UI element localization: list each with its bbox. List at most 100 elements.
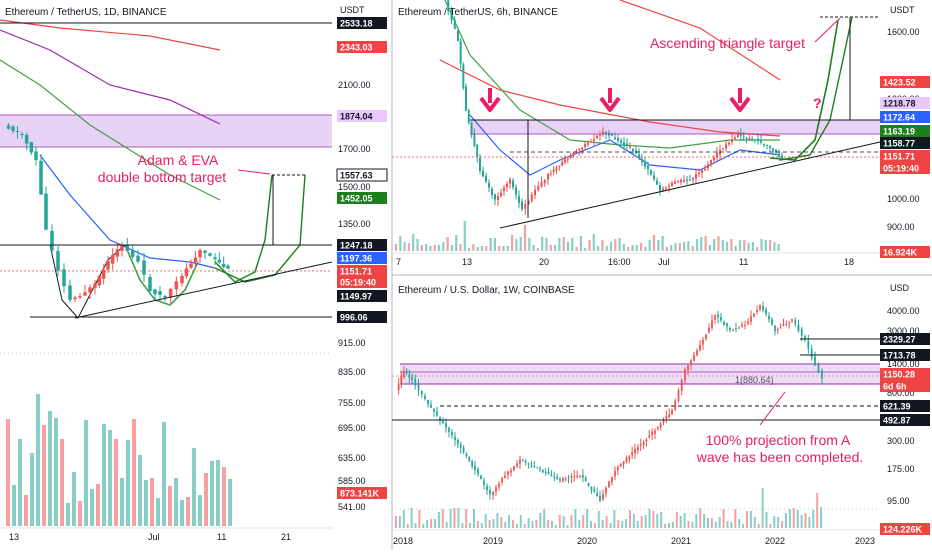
tr-time-tick: 16:00 bbox=[608, 257, 631, 267]
tr-candle bbox=[581, 147, 584, 150]
tr-volume-bar bbox=[760, 239, 763, 251]
tr-volume-bar bbox=[734, 246, 737, 251]
br-candle bbox=[711, 320, 713, 328]
br-candle bbox=[807, 340, 810, 349]
br-volume-bar bbox=[484, 514, 487, 528]
left-projection-curve-1 bbox=[214, 174, 273, 283]
br-volume-bar bbox=[461, 523, 464, 528]
tr-volume-bar bbox=[541, 237, 544, 251]
tr-volume-bar bbox=[657, 240, 660, 251]
br-candle bbox=[436, 411, 438, 416]
left-candle bbox=[106, 260, 110, 270]
tr-candle bbox=[465, 86, 467, 111]
br-volume-bar bbox=[410, 508, 413, 528]
left-candle bbox=[24, 134, 29, 144]
br-volume-bar bbox=[515, 524, 518, 528]
br-candle bbox=[427, 399, 429, 405]
left-candle bbox=[101, 269, 106, 279]
br-volume-bar bbox=[675, 512, 678, 528]
br-volume-bar bbox=[570, 515, 573, 528]
tr-candle bbox=[763, 144, 765, 146]
br-candle bbox=[556, 476, 559, 479]
br-candle bbox=[536, 467, 539, 469]
tr-candle bbox=[659, 185, 661, 191]
br-candle bbox=[590, 486, 593, 490]
br-volume-bar bbox=[718, 517, 721, 528]
left-volume-bar bbox=[12, 485, 16, 526]
left-price-tag-bg bbox=[337, 265, 387, 277]
tr-volume-bar bbox=[489, 238, 492, 251]
left-candle bbox=[44, 193, 48, 230]
tr-candle bbox=[689, 179, 691, 181]
tr-volume-bar bbox=[480, 246, 484, 251]
left-price-tag-bg bbox=[337, 290, 387, 302]
tr-candle bbox=[772, 148, 774, 151]
tr-candle bbox=[704, 168, 706, 171]
tr-price-tag: 1218.78 bbox=[883, 99, 916, 109]
br-candle bbox=[489, 490, 491, 495]
left-candle bbox=[168, 289, 173, 298]
tr-candle bbox=[754, 139, 756, 141]
tr-volume-bar bbox=[635, 245, 638, 251]
tr-candle bbox=[739, 133, 742, 136]
tr-annotation-arrow bbox=[814, 17, 841, 43]
br-candle bbox=[576, 476, 579, 478]
br-candle bbox=[596, 492, 599, 497]
br-volume-bar bbox=[453, 508, 456, 528]
tr-volume-bar bbox=[769, 240, 772, 251]
tr-candle bbox=[552, 169, 555, 172]
tr-volume-bar bbox=[691, 246, 694, 251]
left-chart-title: Ethereum / TetherUS, 1D, BINANCE bbox=[5, 7, 167, 18]
tr-volume-bar bbox=[511, 235, 514, 251]
br-candle bbox=[729, 327, 731, 331]
left-volume-bar bbox=[144, 480, 148, 526]
tr-candle bbox=[728, 142, 730, 145]
left-candle bbox=[193, 257, 198, 263]
br-price-tick: 95.00 bbox=[887, 496, 910, 506]
br-candle bbox=[654, 430, 656, 434]
br-candle bbox=[397, 383, 400, 391]
tr-volume-bar bbox=[519, 237, 522, 251]
br-candle bbox=[747, 321, 749, 325]
tr-currency-label: USDT bbox=[890, 5, 915, 15]
tr-candle bbox=[555, 167, 558, 171]
tr-volume-bar bbox=[627, 247, 630, 251]
tr-candle bbox=[742, 136, 745, 138]
tr-candle bbox=[614, 137, 616, 139]
tr-volume-bar bbox=[652, 235, 656, 251]
br-volume-bar bbox=[566, 525, 569, 528]
left-volume-bar bbox=[18, 439, 22, 526]
br-volume-bar bbox=[597, 511, 600, 528]
br-volume-bar bbox=[788, 509, 791, 528]
tr-time-tick: 11 bbox=[739, 257, 748, 267]
tr-down-arrow bbox=[729, 96, 751, 112]
br-candle bbox=[744, 324, 746, 326]
br-candle bbox=[456, 439, 459, 445]
br-candle bbox=[804, 335, 806, 340]
tr-candle bbox=[596, 135, 598, 139]
tr-volume-bar bbox=[751, 242, 754, 251]
left-candle bbox=[189, 263, 193, 268]
left-price-tick: 585.00 bbox=[338, 476, 366, 486]
tr-volume-bar bbox=[523, 225, 527, 251]
br-candle bbox=[451, 432, 453, 436]
br-candle bbox=[403, 370, 405, 378]
br-volume-bar bbox=[785, 513, 787, 528]
tr-volume-bar bbox=[575, 247, 578, 251]
left-candle bbox=[217, 259, 222, 263]
tr-candle bbox=[674, 181, 676, 184]
br-volume-bar bbox=[726, 521, 729, 528]
br-candle bbox=[810, 348, 813, 358]
left-price-tag-bg bbox=[337, 252, 387, 264]
br-time-tick: 2022 bbox=[765, 536, 785, 546]
tr-candle bbox=[725, 144, 727, 149]
tr-candle bbox=[500, 192, 502, 197]
left-candle bbox=[203, 250, 207, 253]
br-candle bbox=[400, 376, 403, 385]
br-price-tick: 4000.00 bbox=[887, 306, 920, 316]
tr-price-tag-bg bbox=[880, 162, 930, 174]
br-candle bbox=[636, 447, 639, 451]
tr-candle bbox=[599, 134, 601, 137]
tr-volume-bar bbox=[485, 246, 488, 251]
br-candle bbox=[495, 486, 497, 492]
